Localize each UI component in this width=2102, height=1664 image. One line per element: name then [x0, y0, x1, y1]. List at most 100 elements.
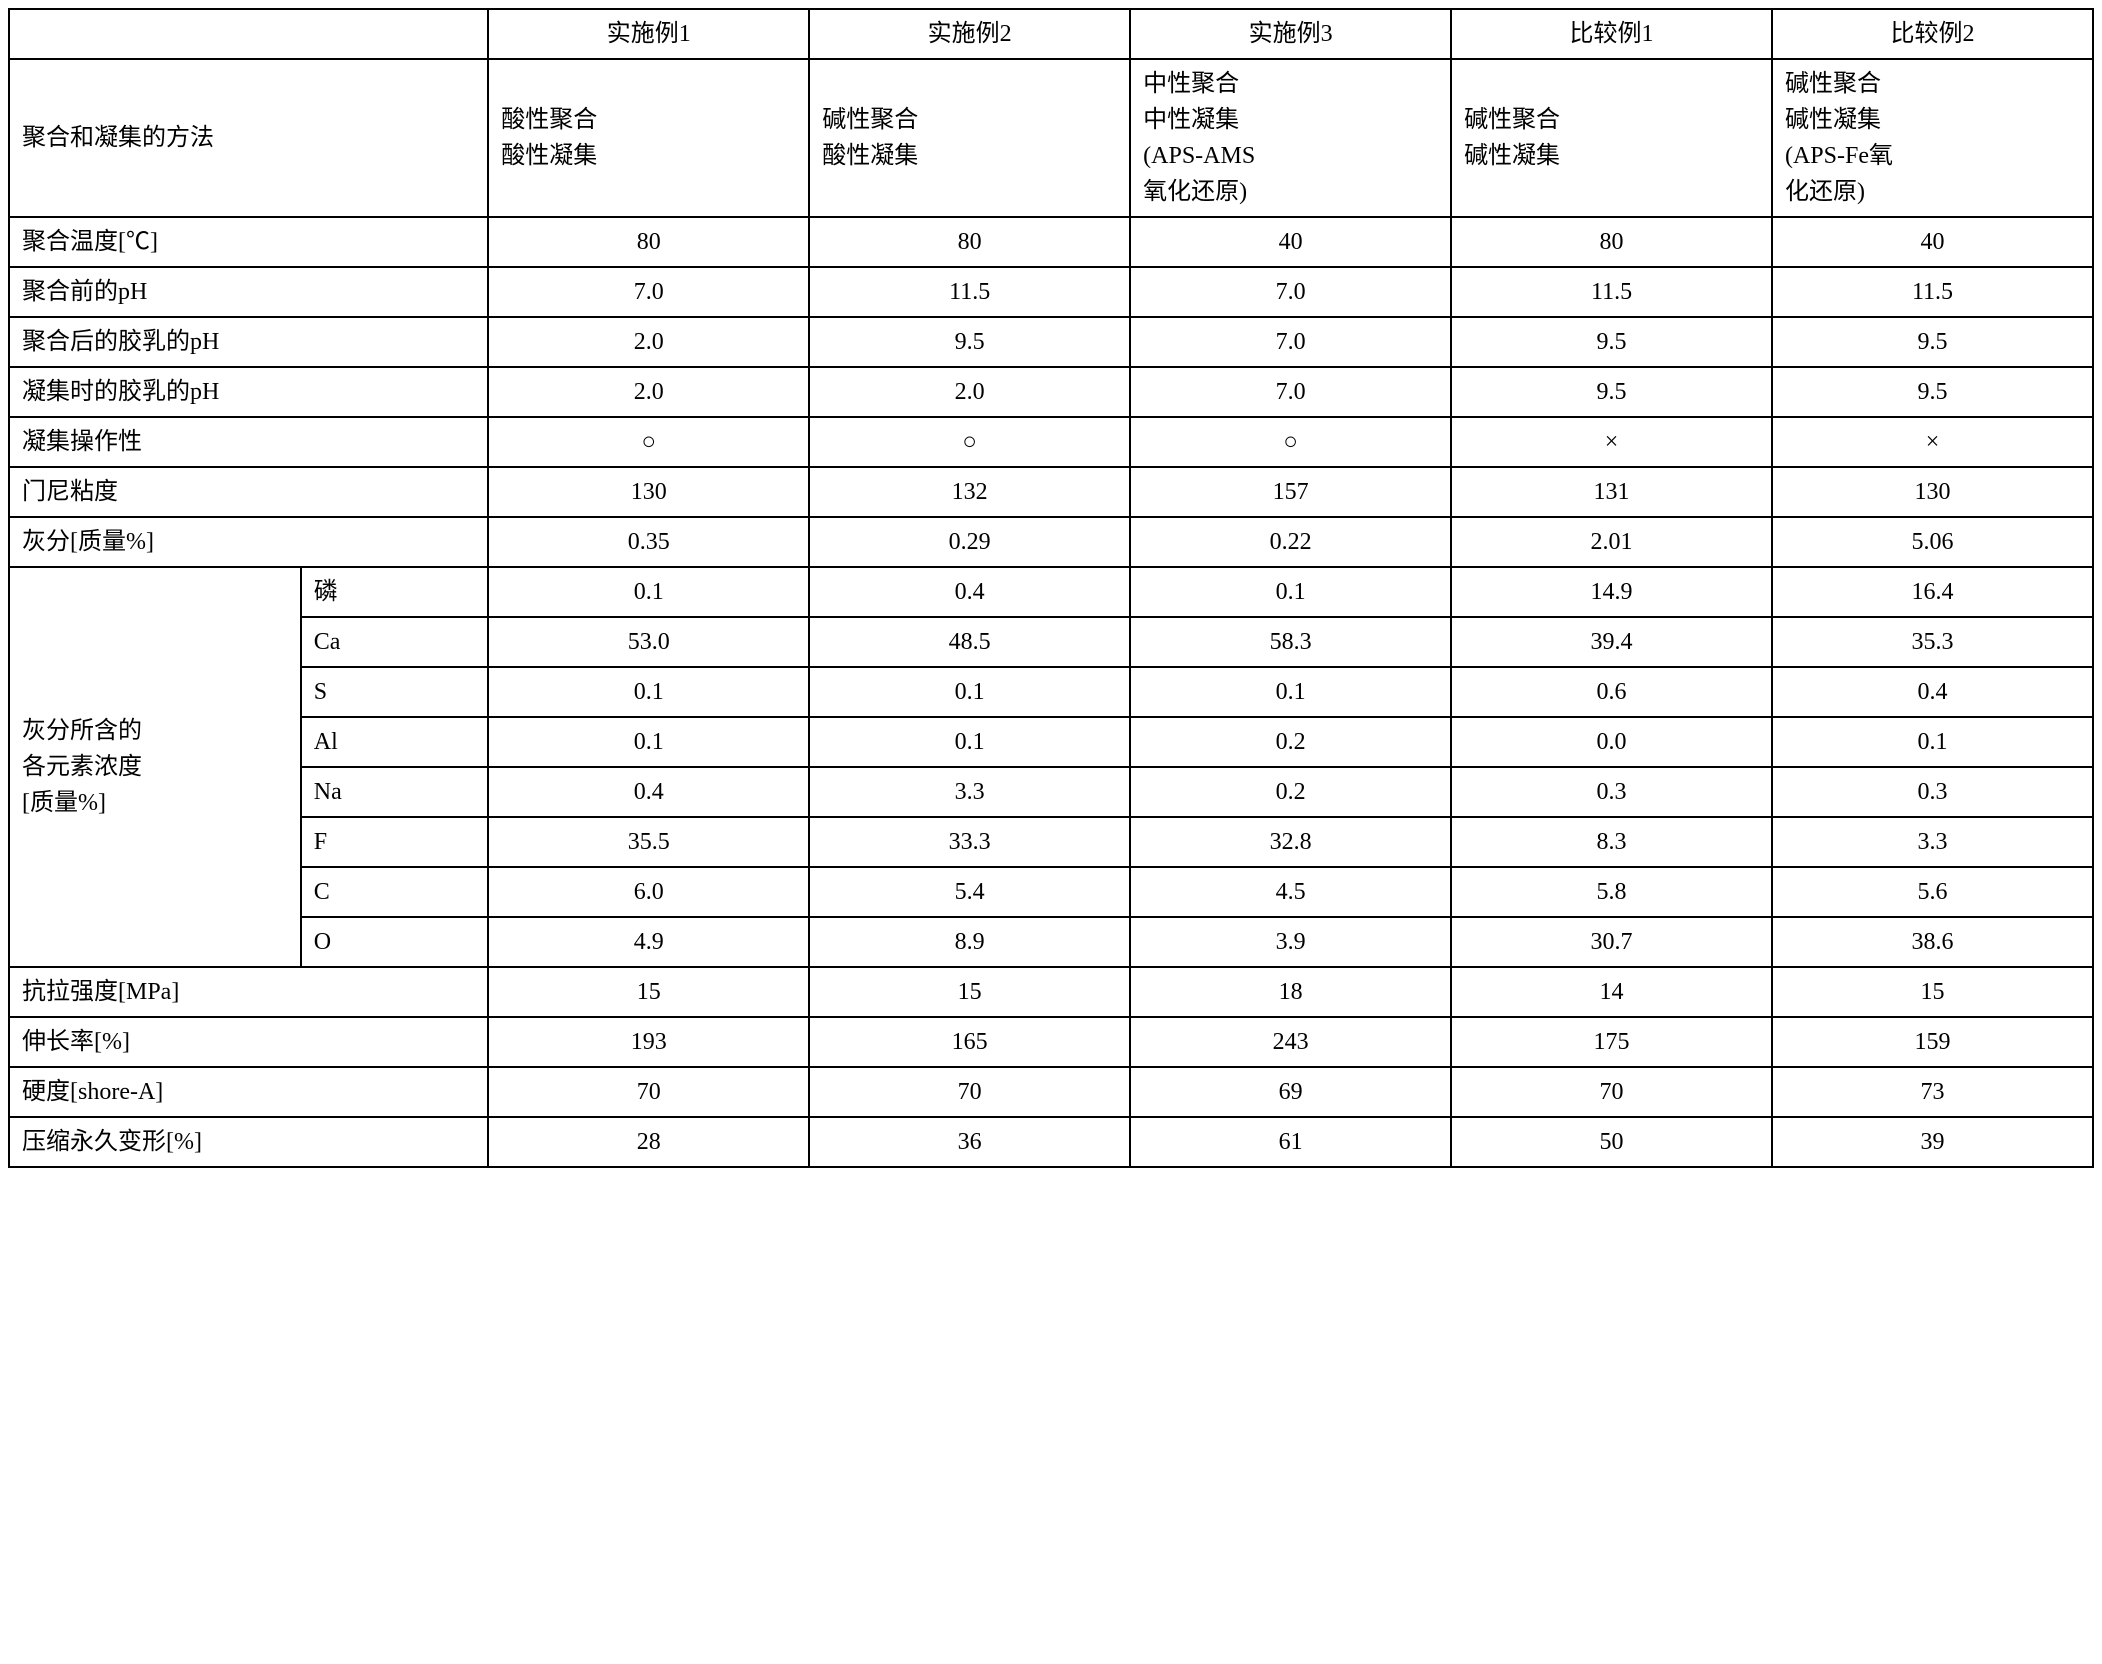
- cell: 40: [1130, 217, 1451, 267]
- cell: 2.0: [809, 367, 1130, 417]
- cell: 8.9: [809, 917, 1130, 967]
- cell: 175: [1451, 1017, 1772, 1067]
- sub-label: F: [301, 817, 489, 867]
- cell: ×: [1451, 417, 1772, 467]
- cell: 130: [1772, 467, 2093, 517]
- cell: 28: [488, 1117, 809, 1167]
- row-label: 聚合前的pH: [9, 267, 488, 317]
- cell: 0.1: [809, 717, 1130, 767]
- cell: 7.0: [488, 267, 809, 317]
- cell: 0.0: [1451, 717, 1772, 767]
- row-label: 灰分[质量%]: [9, 517, 488, 567]
- header-blank: [9, 9, 488, 59]
- cell: 15: [1772, 967, 2093, 1017]
- cell: 16.4: [1772, 567, 2093, 617]
- table-row: S 0.1 0.1 0.1 0.6 0.4: [9, 667, 2093, 717]
- row-label: 硬度[shore-A]: [9, 1067, 488, 1117]
- cell: 0.2: [1130, 717, 1451, 767]
- cell: 9.5: [1772, 367, 2093, 417]
- row-label: 压缩永久变形[%]: [9, 1117, 488, 1167]
- cell: 0.1: [488, 567, 809, 617]
- cell: 5.4: [809, 867, 1130, 917]
- cell: 70: [488, 1067, 809, 1117]
- sub-label: S: [301, 667, 489, 717]
- sub-label: C: [301, 867, 489, 917]
- cell: 61: [1130, 1117, 1451, 1167]
- cell: 38.6: [1772, 917, 2093, 967]
- cell: 132: [809, 467, 1130, 517]
- table-row: 压缩永久变形[%] 28 36 61 50 39: [9, 1117, 2093, 1167]
- sub-label: O: [301, 917, 489, 967]
- cell: 40: [1772, 217, 2093, 267]
- sub-label: 磷: [301, 567, 489, 617]
- cell: 碱性聚合碱性凝集(APS-Fe氧化还原): [1772, 59, 2093, 217]
- col-header-5: 比较例2: [1772, 9, 2093, 59]
- table-row: O 4.9 8.9 3.9 30.7 38.6: [9, 917, 2093, 967]
- cell: 0.1: [488, 717, 809, 767]
- cell: 30.7: [1451, 917, 1772, 967]
- cell: 2.0: [488, 317, 809, 367]
- cell: 5.06: [1772, 517, 2093, 567]
- cell: 58.3: [1130, 617, 1451, 667]
- table-row: 灰分[质量%] 0.35 0.29 0.22 2.01 5.06: [9, 517, 2093, 567]
- row-label: 聚合后的胶乳的pH: [9, 317, 488, 367]
- cell: 73: [1772, 1067, 2093, 1117]
- cell: 50: [1451, 1117, 1772, 1167]
- cell: 3.9: [1130, 917, 1451, 967]
- cell: 0.1: [488, 667, 809, 717]
- cell: 11.5: [1451, 267, 1772, 317]
- cell: 6.0: [488, 867, 809, 917]
- cell: 53.0: [488, 617, 809, 667]
- sub-label: Ca: [301, 617, 489, 667]
- cell: 15: [809, 967, 1130, 1017]
- table-row: 硬度[shore-A] 70 70 69 70 73: [9, 1067, 2093, 1117]
- cell: 0.6: [1451, 667, 1772, 717]
- table-row: 聚合前的pH 7.0 11.5 7.0 11.5 11.5: [9, 267, 2093, 317]
- table-row: Ca 53.0 48.5 58.3 39.4 35.3: [9, 617, 2093, 667]
- cell: 碱性聚合碱性凝集: [1451, 59, 1772, 217]
- table-row: Al 0.1 0.1 0.2 0.0 0.1: [9, 717, 2093, 767]
- cell: 131: [1451, 467, 1772, 517]
- col-header-3: 实施例3: [1130, 9, 1451, 59]
- cell: 130: [488, 467, 809, 517]
- table-row: 聚合后的胶乳的pH 2.0 9.5 7.0 9.5 9.5: [9, 317, 2093, 367]
- cell: 0.35: [488, 517, 809, 567]
- cell: 33.3: [809, 817, 1130, 867]
- col-header-4: 比较例1: [1451, 9, 1772, 59]
- row-label-method: 聚合和凝集的方法: [9, 59, 488, 217]
- cell: 2.01: [1451, 517, 1772, 567]
- cell: 0.2: [1130, 767, 1451, 817]
- cell: 70: [1451, 1067, 1772, 1117]
- table-row: 聚合和凝集的方法 酸性聚合酸性凝集 碱性聚合酸性凝集 中性聚合中性凝集(APS-…: [9, 59, 2093, 217]
- cell: 14: [1451, 967, 1772, 1017]
- cell: 35.5: [488, 817, 809, 867]
- table-row: 聚合温度[℃] 80 80 40 80 40: [9, 217, 2093, 267]
- cell: 8.3: [1451, 817, 1772, 867]
- cell: 0.4: [1772, 667, 2093, 717]
- row-label: 伸长率[%]: [9, 1017, 488, 1067]
- table-row: 凝集时的胶乳的pH 2.0 2.0 7.0 9.5 9.5: [9, 367, 2093, 417]
- cell: 0.4: [488, 767, 809, 817]
- cell: 4.9: [488, 917, 809, 967]
- cell: 32.8: [1130, 817, 1451, 867]
- cell: 11.5: [1772, 267, 2093, 317]
- cell: 159: [1772, 1017, 2093, 1067]
- cell: 7.0: [1130, 317, 1451, 367]
- cell: 80: [809, 217, 1130, 267]
- cell: 0.22: [1130, 517, 1451, 567]
- row-group-label-ash: 灰分所含的各元素浓度[质量%]: [9, 567, 301, 967]
- cell: 243: [1130, 1017, 1451, 1067]
- cell: 3.3: [1772, 817, 2093, 867]
- cell: 193: [488, 1017, 809, 1067]
- cell: 3.3: [809, 767, 1130, 817]
- cell: ○: [1130, 417, 1451, 467]
- cell: 0.3: [1451, 767, 1772, 817]
- cell: 9.5: [809, 317, 1130, 367]
- cell: 0.1: [809, 667, 1130, 717]
- cell: 中性聚合中性凝集(APS-AMS氧化还原): [1130, 59, 1451, 217]
- cell: 0.3: [1772, 767, 2093, 817]
- cell: 碱性聚合酸性凝集: [809, 59, 1130, 217]
- cell: 5.6: [1772, 867, 2093, 917]
- row-label: 凝集操作性: [9, 417, 488, 467]
- cell: 157: [1130, 467, 1451, 517]
